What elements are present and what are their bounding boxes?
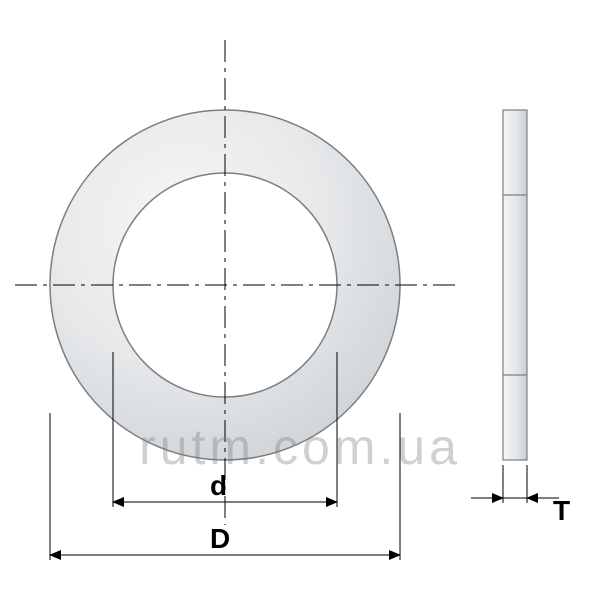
dim-d-label: d [210,470,227,501]
dim-D-label: D [210,523,230,554]
side-profile [503,110,527,460]
dim-T-label: T [553,495,570,526]
engineering-drawing: dD T [0,0,600,600]
side-view [503,110,527,460]
